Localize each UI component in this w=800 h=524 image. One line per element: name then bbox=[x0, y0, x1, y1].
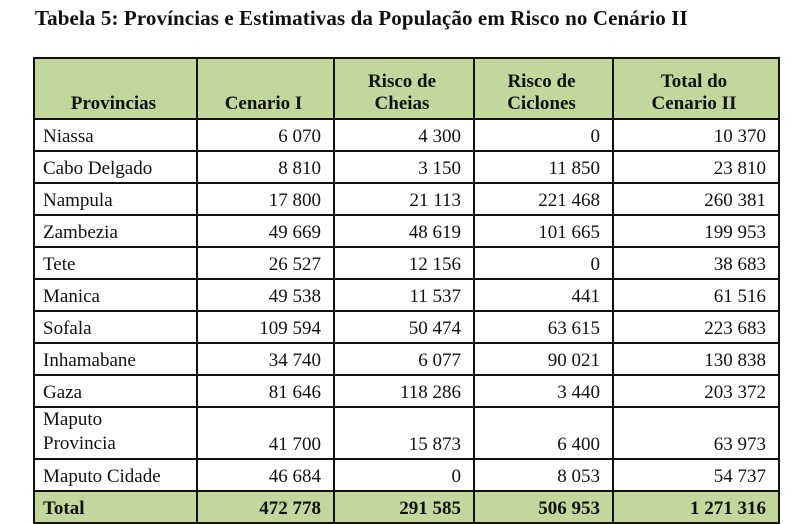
header-text: Cenario I bbox=[224, 93, 303, 114]
cell-risco-cheias: 118 286 bbox=[333, 374, 475, 408]
cell-cenario-i: 49 538 bbox=[196, 278, 335, 312]
table-row: Zambezia 49 669 48 619 101 665 199 953 bbox=[33, 214, 780, 248]
cell-risco-cheias: 3 150 bbox=[333, 150, 475, 184]
header-text: Risco de bbox=[367, 71, 437, 92]
cell-province: Inhamabane bbox=[33, 342, 198, 376]
cell-cenario-i: 26 527 bbox=[196, 246, 335, 280]
total-cenario-i: 472 778 bbox=[196, 490, 335, 524]
cell-total-cenario-ii: 203 372 bbox=[612, 374, 780, 408]
header-risco-ciclones: Risco de Ciclones bbox=[473, 57, 614, 120]
header-text: Provincias bbox=[70, 93, 157, 114]
table-row: Nampula 17 800 21 113 221 468 260 381 bbox=[33, 182, 780, 216]
cell-risco-cheias: 4 300 bbox=[333, 118, 475, 152]
cell-cenario-i: 46 684 bbox=[196, 458, 335, 492]
cell-total-cenario-ii: 61 516 bbox=[612, 278, 780, 312]
cell-cenario-i: 6 070 bbox=[196, 118, 335, 152]
total-risco-ciclones: 506 953 bbox=[473, 490, 614, 524]
cell-risco-cheias: 48 619 bbox=[333, 214, 475, 248]
cell-risco-ciclones: 441 bbox=[473, 278, 614, 312]
cell-risco-ciclones: 6 400 bbox=[473, 406, 614, 460]
header-risco-cheias: Risco de Cheias bbox=[333, 57, 475, 120]
cell-total-cenario-ii: 38 683 bbox=[612, 246, 780, 280]
cell-total-cenario-ii: 54 737 bbox=[612, 458, 780, 492]
total-risco-cheias: 291 585 bbox=[333, 490, 475, 524]
cell-province: Maputo Cidade bbox=[33, 458, 198, 492]
table-row: Gaza 81 646 118 286 3 440 203 372 bbox=[33, 374, 780, 408]
cell-risco-ciclones: 0 bbox=[473, 118, 614, 152]
header-text: Total do bbox=[660, 71, 728, 92]
table-row: Inhamabane 34 740 6 077 90 021 130 838 bbox=[33, 342, 780, 376]
cell-cenario-i: 41 700 bbox=[196, 406, 335, 460]
cell-cenario-i: 8 810 bbox=[196, 150, 335, 184]
cell-total-cenario-ii: 199 953 bbox=[612, 214, 780, 248]
table-row: Maputo Cidade 46 684 0 8 053 54 737 bbox=[33, 458, 780, 492]
table-row: Niassa 6 070 4 300 0 10 370 bbox=[33, 118, 780, 152]
cell-risco-ciclones: 101 665 bbox=[473, 214, 614, 248]
cell-risco-cheias: 11 537 bbox=[333, 278, 475, 312]
total-total-cenario-ii: 1 271 316 bbox=[612, 490, 780, 524]
header-text: Ciclones bbox=[507, 93, 576, 114]
cell-total-cenario-ii: 260 381 bbox=[612, 182, 780, 216]
header-text: Cheias bbox=[374, 93, 430, 114]
table-row: Cabo Delgado 8 810 3 150 11 850 23 810 bbox=[33, 150, 780, 184]
cell-province: Niassa bbox=[33, 118, 198, 152]
header-provincias: Provincias bbox=[33, 57, 198, 120]
cell-cenario-i: 17 800 bbox=[196, 182, 335, 216]
cell-risco-ciclones: 90 021 bbox=[473, 342, 614, 376]
cell-risco-ciclones: 8 053 bbox=[473, 458, 614, 492]
cell-total-cenario-ii: 223 683 bbox=[612, 310, 780, 344]
table-row: Manica 49 538 11 537 441 61 516 bbox=[33, 278, 780, 312]
cell-province: Zambezia bbox=[33, 214, 198, 248]
cell-province: Manica bbox=[33, 278, 198, 312]
cell-risco-ciclones: 11 850 bbox=[473, 150, 614, 184]
table-row: Maputo Provincia 41 700 15 873 6 400 63 973 bbox=[33, 406, 780, 460]
cell-risco-cheias: 50 474 bbox=[333, 310, 475, 344]
cell-total-cenario-ii: 130 838 bbox=[612, 342, 780, 376]
cell-total-cenario-ii: 63 973 bbox=[612, 406, 780, 460]
header-total-cenario-ii: Total do Cenario II bbox=[612, 57, 780, 120]
total-province: Total bbox=[33, 490, 198, 524]
cell-province: Sofala bbox=[33, 310, 198, 344]
cell-province: Gaza bbox=[33, 374, 198, 408]
cell-province: Maputo Provincia bbox=[33, 406, 198, 460]
cell-total-cenario-ii: 10 370 bbox=[612, 118, 780, 152]
cell-cenario-i: 109 594 bbox=[196, 310, 335, 344]
table-title: Tabela 5: Províncias e Estimativas da Po… bbox=[35, 6, 688, 30]
header-cenario-i: Cenario I bbox=[196, 57, 335, 120]
cell-province: Nampula bbox=[33, 182, 198, 216]
total-row: Total 472 778 291 585 506 953 1 271 316 bbox=[33, 490, 780, 524]
table-row: Tete 26 527 12 156 0 38 683 bbox=[33, 246, 780, 280]
cell-risco-ciclones: 3 440 bbox=[473, 374, 614, 408]
cell-risco-ciclones: 221 468 bbox=[473, 182, 614, 216]
cell-risco-cheias: 6 077 bbox=[333, 342, 475, 376]
cell-province: Tete bbox=[33, 246, 198, 280]
cell-risco-cheias: 0 bbox=[333, 458, 475, 492]
cell-risco-cheias: 21 113 bbox=[333, 182, 475, 216]
cell-cenario-i: 34 740 bbox=[196, 342, 335, 376]
header-text: Cenario II bbox=[651, 93, 737, 114]
cell-cenario-i: 49 669 bbox=[196, 214, 335, 248]
cell-cenario-i: 81 646 bbox=[196, 374, 335, 408]
population-risk-table: Provincias Cenario I Risco de Cheias Risc… bbox=[33, 57, 780, 524]
table-row: Sofala 109 594 50 474 63 615 223 683 bbox=[33, 310, 780, 344]
header-row: Provincias Cenario I Risco de Cheias Risc… bbox=[33, 57, 780, 120]
cell-risco-cheias: 12 156 bbox=[333, 246, 475, 280]
cell-province: Cabo Delgado bbox=[33, 150, 198, 184]
cell-risco-ciclones: 63 615 bbox=[473, 310, 614, 344]
cell-total-cenario-ii: 23 810 bbox=[612, 150, 780, 184]
cell-risco-ciclones: 0 bbox=[473, 246, 614, 280]
cell-risco-cheias: 15 873 bbox=[333, 406, 475, 460]
header-text: Risco de bbox=[507, 71, 576, 92]
